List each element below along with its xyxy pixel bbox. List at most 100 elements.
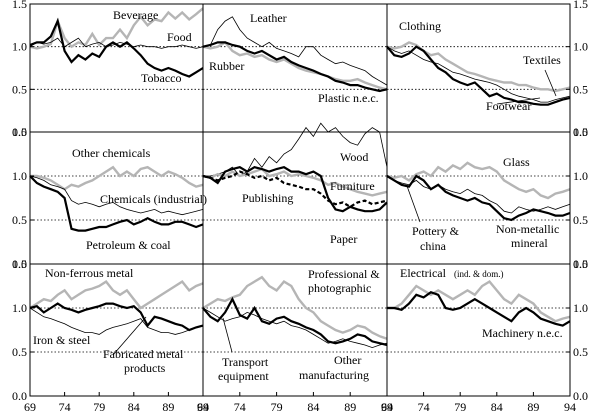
series-professional-photographic [202,275,388,340]
x-tick-label: 74 [234,400,246,414]
label-footwear: Footwear [486,99,531,113]
x-tick-label: 84 [307,400,319,414]
y-tick-label-left: 1.0 [12,301,27,315]
label-fabricated-2: products [124,361,166,375]
x-tick-label: 89 [527,400,539,414]
series-publishing [202,170,388,209]
x-tick-label: 89 [344,400,356,414]
panel-border [386,263,571,397]
x-tick-label: 79 [271,400,283,414]
x-tick-label: 84 [491,400,503,414]
y-tick-label-right: 1.5 [573,0,588,11]
label-othermfg-1: Other [334,353,361,367]
x-tick-label: 94 [197,400,209,414]
y-tick-label-right: 1.0 [573,301,588,315]
x-tick-label: 69 [197,400,209,414]
series-chemicals-industrial [29,175,204,216]
label-pottery-1: Pottery & [412,224,460,238]
y-tick-label-right: 0.0 [573,125,588,139]
y-tick-label-left: 1.0 [12,169,27,183]
series-textiles [386,46,571,103]
y-tick-label-left: 1.5 [12,125,27,139]
series-tobacco [29,17,204,78]
label-pottery-2: china [420,239,447,253]
label-other-chemicals: Other chemicals [72,146,151,160]
x-tick-label: 94 [564,400,576,414]
series-machinery-n-e-c [387,290,571,327]
series-petroleum-coal [29,175,204,232]
label-transport-1: Transport [222,355,269,369]
label-plastic: Plastic n.e.c. [318,91,379,105]
label-beverage: Beverage [113,8,158,22]
x-tick-label: 79 [93,400,105,414]
label-electrical-2: (ind. & dom.) [454,269,504,279]
label-electrical-1: Electrical [400,266,447,280]
y-tick-label-right: 1.5 [573,257,588,271]
series-leather [202,16,388,86]
y-tick-label-left: 0.0 [12,125,27,139]
label-furniture: Furniture [330,179,375,193]
label-fabricated-1: Fabricated metal [103,347,184,361]
label-textiles: Textiles [523,53,561,67]
series-paper [202,166,388,213]
annotation-pointer [544,69,557,97]
label-nonmetallic-2: mineral [511,236,548,250]
series-electrical-ind-dom [387,280,571,323]
series-plastic-n-e-c [202,41,388,93]
y-tick-label-left: 1.5 [12,0,27,11]
series-glass [386,161,571,200]
label-food: Food [167,30,192,44]
y-tick-label-left: 1.5 [12,257,27,271]
y-tick-label-left: 0.5 [12,345,27,359]
label-nonferrous: Non-ferrous metal [45,266,134,280]
label-glass: Glass [503,155,530,169]
x-tick-label: 89 [162,400,174,414]
axes: 0.0 0.00.5 0.51.0 1.01.5 1.50.0 0.00.5 0.51.0 1… [12,0,588,414]
label-nonmetallic-1: Non-metallic [496,222,559,236]
x-tick-label: 79 [454,400,466,414]
series-footwear [386,45,571,106]
label-petroleum: Petroleum & coal [86,238,171,252]
y-tick-label-right: 0.0 [573,257,588,271]
series-other-manufacturing [202,296,388,347]
y-tick-label-left: 0.0 [12,257,27,271]
y-tick-label-right: 0.5 [573,82,588,96]
series-clothing [386,41,571,93]
y-tick-label-left: 1.0 [12,40,27,54]
x-tick-label: 74 [59,400,71,414]
series-fabricated-metal-products [29,302,204,332]
x-tick-label: 94 [381,400,393,414]
annotation-pointer [406,185,421,223]
y-tick-label-left: 0.5 [12,82,27,96]
series-furniture [202,167,388,197]
y-tick-label-right: 0.5 [573,345,588,359]
series-rubber [202,40,388,91]
label-transport-2: equipment [218,369,269,383]
x-tick-label: 69 [381,400,393,414]
label-leather: Leather [250,11,287,25]
y-tick-label-right: 1.0 [573,40,588,54]
label-iron-steel: Iron & steel [33,333,91,347]
series-transport-equipment [202,307,388,349]
annotation-pointer [112,316,147,356]
series-other-chemicals [30,165,204,191]
series-non-metallic-mineral [386,174,571,222]
y-tick-label-left: 0.0 [12,389,27,403]
y-tick-label-right: 1.0 [573,169,588,183]
x-tick-label: 69 [24,400,36,414]
label-paper: Paper [330,232,357,246]
label-chemicals-industrial: Chemicals (industrial) [100,192,207,206]
series-labels: Beverage Food Tobacco Leather Rubber Pla… [33,8,563,383]
label-tobacco: Tobacco [141,71,181,85]
series-iron-steel [29,307,204,335]
y-tick-label-right: 0.5 [573,213,588,227]
x-tick-label: 84 [128,400,140,414]
series-non-ferrous-metal [29,280,204,310]
label-professional-2: photographic [308,281,371,295]
series-lines [29,7,571,349]
annotation-pointer [222,317,233,353]
label-wood: Wood [340,150,368,164]
annotation-pointer [496,97,541,105]
y-tick-label-right: 1.5 [573,125,588,139]
